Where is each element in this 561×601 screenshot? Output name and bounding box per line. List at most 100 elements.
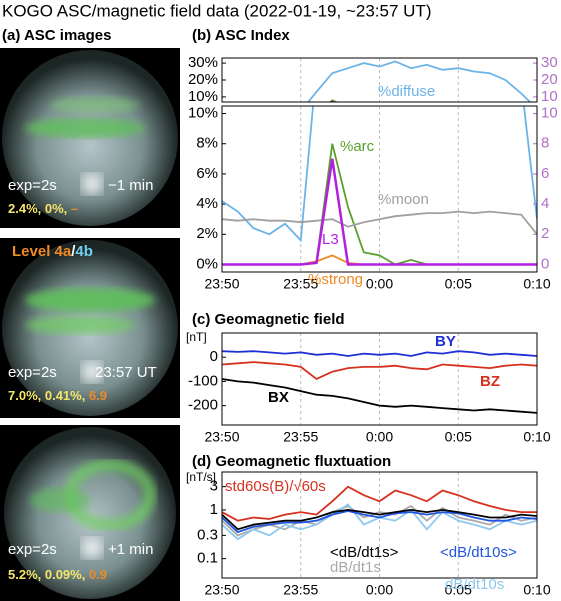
series-label: %diffuse: [378, 83, 435, 100]
x-tick-label: 0:10: [523, 429, 550, 445]
time-offset: +1 min: [108, 541, 153, 558]
series-line: [222, 378, 537, 414]
y-tick-label: 0.1: [197, 550, 218, 567]
chart-title: (c) Geomagnetic field: [192, 311, 345, 328]
y-tick-label: 0: [210, 348, 218, 365]
series-label: std60s(B)/√60s: [225, 478, 326, 495]
time-offset: 23:57 UT: [95, 364, 157, 381]
y-tick-label: -200: [188, 397, 218, 414]
y-tick-label: 0%: [196, 255, 218, 272]
series-label: L3: [322, 231, 339, 248]
series-line: [222, 210, 537, 235]
x-tick-label: 23:55: [283, 582, 318, 598]
l3-value: 6.9: [89, 388, 107, 403]
l3-value: 0.9: [89, 567, 107, 582]
plot-area: [222, 485, 537, 541]
asc-image-2: exp=2s 23:57 UT 7.0%, 0.41%, 6.9: [0, 238, 180, 418]
series-label: BZ: [480, 373, 500, 390]
series-label: %moon: [378, 191, 429, 208]
plot-area: [222, 350, 537, 414]
y-tick-label: 10%: [188, 105, 218, 122]
asc-image-1: exp=2s −1 min 2.4%, 0%, –: [0, 48, 180, 228]
series-line: [222, 510, 537, 534]
chart-title: (d) Geomagnetic fluxtuation: [192, 453, 391, 470]
y-tick-label: 3: [210, 478, 218, 495]
y-tick-label: 10%: [188, 88, 218, 105]
y-axis-label: [nT/s]: [186, 470, 216, 484]
series-label: BY: [435, 333, 456, 350]
x-tick-label: 0:10: [523, 582, 550, 598]
image-stats: 5.2%, 0.09%, 0.9: [8, 567, 107, 582]
y-tick-label: 20%: [188, 71, 218, 88]
plot-frame: [221, 57, 538, 103]
y2-tick-label: 6: [541, 165, 549, 182]
plot-frame: [221, 332, 538, 426]
figure-title: KOGO ASC/magnetic field data (2022-01-19…: [2, 1, 431, 20]
x-tick-label: 0:00: [366, 582, 393, 598]
y-tick-label: 4%: [196, 195, 218, 212]
time-offset: −1 min: [108, 177, 153, 194]
y-tick-label: 6%: [196, 165, 218, 182]
x-tick-label: 0:10: [523, 276, 550, 292]
series-label: BX: [268, 389, 289, 406]
stats: 2.4%, 0%,: [8, 201, 67, 216]
x-tick-label: 0:05: [445, 582, 472, 598]
y-tick-label: 8%: [196, 135, 218, 152]
series-line: [222, 361, 537, 381]
plot-frame: [221, 105, 538, 273]
x-tick-label: 23:55: [283, 429, 318, 445]
y2-tick-label: 8: [541, 135, 549, 152]
x-tick-label: 23:50: [204, 276, 239, 292]
plot-area: [307, 60, 532, 102]
y2-tick-label: 10: [541, 105, 558, 122]
level-a: Level 4a: [12, 243, 72, 260]
y2-tick-label: 30: [541, 54, 558, 71]
series-line: [222, 106, 537, 243]
asc-title: (a) ASC images: [2, 27, 111, 44]
x-tick-label: 23:50: [204, 429, 239, 445]
series-line: [222, 350, 537, 357]
series-label: %strong: [308, 271, 363, 288]
x-tick-label: 23:55: [283, 276, 318, 292]
l3-value: –: [71, 201, 78, 216]
stats: 7.0%, 0.41%,: [8, 388, 85, 403]
asc-image-3: exp=2s +1 min 5.2%, 0.09%, 0.9: [0, 425, 180, 601]
image-stats: 2.4%, 0%, –: [8, 201, 78, 216]
y-tick-label: 30%: [188, 54, 218, 71]
y2-tick-label: 20: [541, 71, 558, 88]
series-line: [307, 60, 532, 102]
y-tick-label: -100: [188, 372, 218, 389]
x-tick-label: 0:00: [366, 429, 393, 445]
level-sep: /: [71, 243, 76, 260]
series-label: <dB/dt1s>: [330, 544, 399, 561]
y-tick-label: 2%: [196, 225, 218, 242]
x-tick-label: 0:05: [445, 276, 472, 292]
series-line: [222, 504, 537, 537]
series-label: <dB/dt10s>: [440, 544, 517, 561]
x-tick-label: 0:05: [445, 429, 472, 445]
y2-tick-label: 0: [541, 255, 549, 272]
series-label: dB/dt10s: [445, 576, 504, 593]
exposure: exp=2s: [8, 541, 57, 558]
stats: 5.2%, 0.09%,: [8, 567, 85, 582]
x-tick-label: 0:00: [366, 276, 393, 292]
y-tick-label: 0.3: [197, 526, 218, 543]
series-label: dB/dt1s: [330, 559, 381, 576]
y-tick-label: 1: [210, 501, 218, 518]
y2-tick-label: 10: [541, 88, 558, 105]
image-stats: 7.0%, 0.41%, 6.9: [8, 388, 107, 403]
series-line: [222, 158, 537, 266]
y2-tick-label: 4: [541, 195, 549, 212]
level-b: 4b: [75, 243, 93, 260]
x-tick-label: 23:50: [204, 582, 239, 598]
level-label: Level 4a/4b: [12, 243, 93, 260]
plot-area: [222, 106, 537, 266]
y2-tick-label: 2: [541, 225, 549, 242]
series-line: [222, 508, 537, 531]
plot-frame: [221, 471, 538, 579]
series-line: [222, 485, 537, 522]
exposure: exp=2s: [8, 177, 57, 194]
y-axis-label: [nT]: [186, 330, 207, 344]
chart-title: (b) ASC Index: [192, 27, 290, 44]
